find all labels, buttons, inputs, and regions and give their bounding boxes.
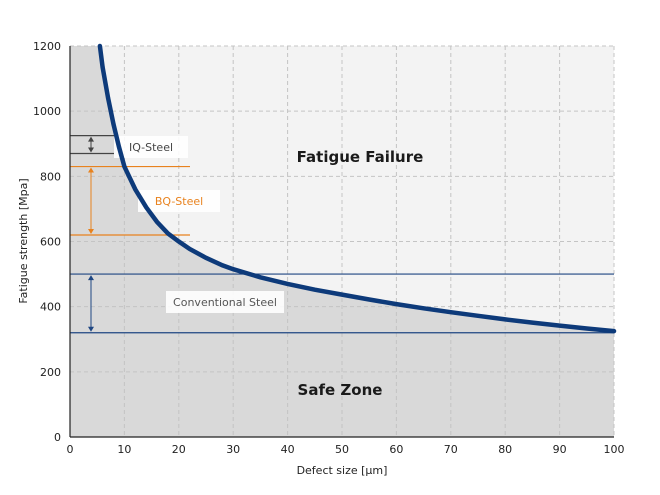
- bq-steel-annotation: BQ-Steel: [70, 165, 220, 236]
- x-tick-label: 90: [553, 443, 567, 456]
- bq-steel-label-box: [138, 190, 220, 212]
- x-tick-label: 50: [335, 443, 349, 456]
- iq-steel-arrowhead-up: [88, 136, 94, 142]
- safe-zone-label: Safe Zone: [298, 381, 383, 399]
- conventional-steel-arrowhead-up: [88, 275, 94, 281]
- axes: [69, 46, 614, 438]
- x-tick-label: 40: [281, 443, 295, 456]
- safe-zone-area: [70, 46, 614, 437]
- y-tick-label: 600: [40, 236, 61, 249]
- x-tick-label: 0: [67, 443, 74, 456]
- steel-annotations: IQ-Steel BQ-Steel Conventional Steel: [70, 135, 614, 334]
- bq-steel-arrowhead-up: [88, 167, 94, 173]
- conventional-steel-annotation: Conventional Steel: [70, 273, 614, 334]
- bq-steel-label: BQ-Steel: [155, 195, 203, 208]
- conventional-steel-label-box: [166, 291, 284, 313]
- y-tick-label: 0: [54, 431, 61, 444]
- grid-lines: [70, 45, 615, 437]
- fatigue-curve-line: [97, 43, 617, 334]
- x-tick-label: 10: [117, 443, 131, 456]
- iq-steel-label-box: [114, 136, 188, 158]
- x-tick-label: 20: [172, 443, 186, 456]
- y-tick-label: 400: [40, 301, 61, 314]
- y-tick-label: 200: [40, 366, 61, 379]
- iq-steel-label: IQ-Steel: [129, 141, 173, 154]
- y-axis-title: Fatigue strength [Mpa]: [17, 178, 30, 303]
- iq-steel-annotation: IQ-Steel: [70, 135, 188, 158]
- x-axis-title: Defect size [µm]: [297, 464, 388, 477]
- fatigue-failure-label: Fatigue Failure: [297, 148, 424, 166]
- y-tick-label: 800: [40, 170, 61, 183]
- tick-labels: 0 10 20 30 40 50 60 70 80 90 100020040060080010001…: [33, 40, 625, 456]
- conventional-steel-label: Conventional Steel: [173, 296, 277, 309]
- y-tick-label: 1000: [33, 105, 61, 118]
- x-tick-label: 60: [389, 443, 403, 456]
- conventional-steel-arrowhead-down: [88, 326, 94, 332]
- y-tick-label: 1200: [33, 40, 61, 53]
- x-tick-label: 70: [444, 443, 458, 456]
- iq-steel-arrowhead-down: [88, 147, 94, 153]
- x-tick-label: 100: [604, 443, 625, 456]
- x-tick-label: 30: [226, 443, 240, 456]
- bq-steel-arrowhead-down: [88, 228, 94, 234]
- x-tick-label: 80: [498, 443, 512, 456]
